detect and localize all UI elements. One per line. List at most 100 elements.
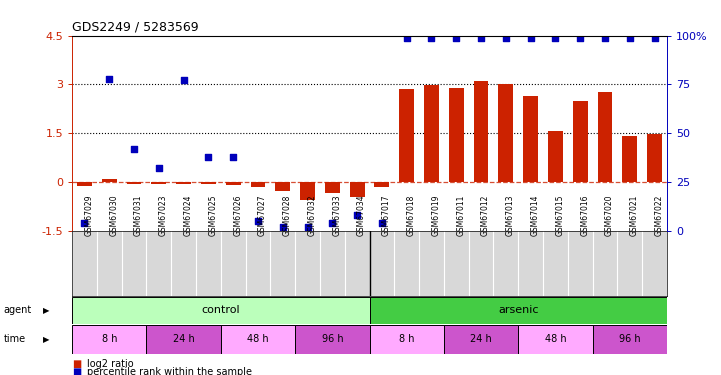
Text: arsenic: arsenic [498, 305, 539, 315]
Bar [127, 182, 141, 183]
Text: GSM67027: GSM67027 [258, 194, 267, 236]
Bar [77, 182, 92, 186]
Bar [275, 182, 291, 191]
Point [525, 34, 536, 40]
Point [327, 220, 338, 226]
Point [549, 34, 561, 40]
Bar [518, 325, 593, 354]
Text: 48 h: 48 h [544, 334, 566, 344]
Bar [201, 182, 216, 183]
Text: GSM67024: GSM67024 [184, 194, 193, 236]
Point [203, 153, 214, 159]
Text: ■: ■ [72, 359, 81, 369]
Bar [647, 134, 662, 182]
Text: GSM67021: GSM67021 [629, 195, 639, 236]
Text: GSM67012: GSM67012 [481, 195, 490, 236]
Text: GSM67016: GSM67016 [580, 194, 589, 236]
Text: GSM67025: GSM67025 [208, 194, 218, 236]
Text: GSM67022: GSM67022 [655, 195, 663, 236]
Text: log2 ratio: log2 ratio [87, 359, 133, 369]
Bar [176, 182, 191, 183]
Bar [572, 100, 588, 182]
Point [178, 78, 190, 84]
Bar [72, 325, 146, 354]
Point [451, 34, 462, 40]
Bar [444, 325, 518, 354]
Bar [374, 182, 389, 187]
Text: GSM67033: GSM67033 [332, 194, 341, 236]
Text: percentile rank within the sample: percentile rank within the sample [87, 367, 252, 375]
Text: GSM67011: GSM67011 [456, 195, 465, 236]
Text: GSM67028: GSM67028 [283, 195, 292, 236]
Text: time: time [4, 334, 26, 344]
Text: GSM67017: GSM67017 [382, 194, 391, 236]
Point [252, 218, 264, 224]
Point [376, 220, 388, 226]
Point [104, 75, 115, 81]
Text: GSM67029: GSM67029 [84, 194, 94, 236]
Bar [102, 179, 117, 182]
Text: GSM67031: GSM67031 [134, 194, 143, 236]
Point [277, 224, 288, 230]
Point [227, 153, 239, 159]
Text: ▶: ▶ [43, 306, 50, 315]
Text: GSM67026: GSM67026 [233, 194, 242, 236]
Text: 96 h: 96 h [619, 334, 640, 344]
Text: GDS2249 / 5283569: GDS2249 / 5283569 [72, 20, 199, 33]
Bar [251, 182, 265, 187]
Point [649, 34, 660, 40]
Bar [474, 81, 489, 182]
Text: ■: ■ [72, 367, 81, 375]
Bar [369, 325, 444, 354]
Text: GSM67020: GSM67020 [605, 194, 614, 236]
Bar [424, 85, 439, 182]
Bar [72, 297, 370, 324]
Point [599, 34, 611, 40]
Point [351, 212, 363, 218]
Text: 24 h: 24 h [173, 334, 195, 344]
Text: agent: agent [4, 305, 32, 315]
Point [401, 34, 412, 40]
Point [500, 34, 512, 40]
Text: 96 h: 96 h [322, 334, 343, 344]
Text: GSM67030: GSM67030 [110, 194, 118, 236]
Bar [598, 92, 612, 182]
Point [475, 34, 487, 40]
Point [153, 165, 164, 171]
Bar [622, 136, 637, 182]
Bar [593, 325, 667, 354]
Text: GSM67015: GSM67015 [555, 194, 565, 236]
Text: GSM67032: GSM67032 [308, 194, 317, 236]
Bar [448, 88, 464, 182]
Text: GSM67023: GSM67023 [159, 194, 168, 236]
Bar [369, 297, 667, 324]
Text: control: control [201, 305, 240, 315]
Bar [221, 325, 295, 354]
Point [575, 34, 586, 40]
Text: 8 h: 8 h [102, 334, 117, 344]
Point [128, 146, 140, 152]
Point [79, 220, 90, 226]
Text: 24 h: 24 h [470, 334, 492, 344]
Bar [498, 84, 513, 182]
Text: ▶: ▶ [43, 335, 50, 344]
Text: GSM67014: GSM67014 [531, 194, 539, 236]
Bar [548, 131, 563, 182]
Bar [350, 182, 365, 196]
Bar [295, 325, 370, 354]
Bar [523, 96, 538, 182]
Text: GSM67018: GSM67018 [407, 195, 416, 236]
Point [425, 34, 437, 40]
Bar [146, 325, 221, 354]
Bar [300, 182, 315, 200]
Point [302, 224, 314, 230]
Bar [399, 89, 414, 182]
Text: GSM67034: GSM67034 [357, 194, 366, 236]
Text: GSM67013: GSM67013 [506, 194, 515, 236]
Bar [151, 182, 167, 184]
Bar [226, 182, 241, 185]
Text: GSM67019: GSM67019 [431, 194, 441, 236]
Text: 48 h: 48 h [247, 334, 269, 344]
Point [624, 34, 635, 40]
Bar [325, 182, 340, 193]
